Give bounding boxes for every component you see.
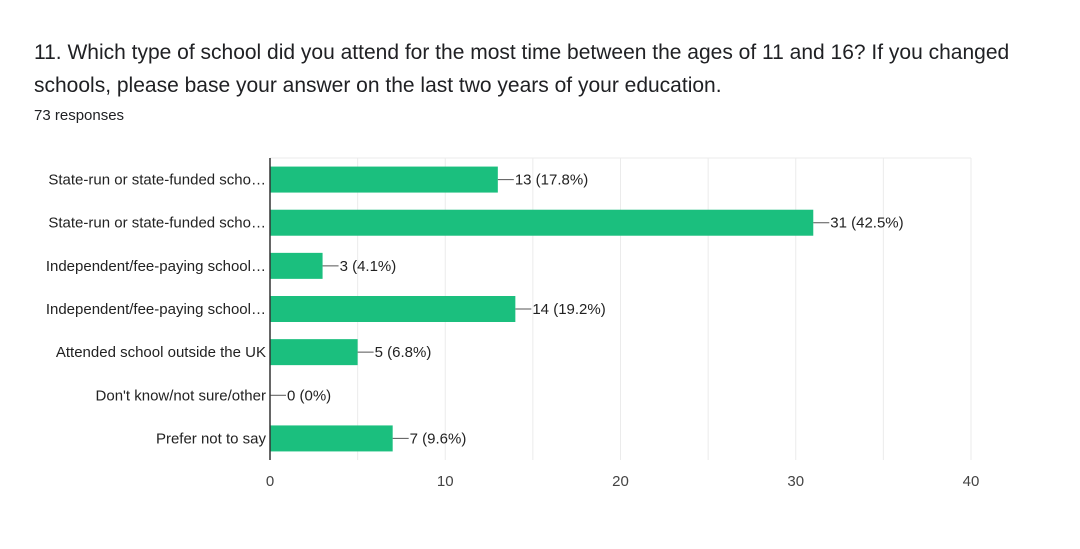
category-label-2: Independent/fee-paying school… xyxy=(46,258,266,275)
category-label-4: Attended school outside the UK xyxy=(56,344,266,361)
response-count: 73 responses xyxy=(34,107,125,124)
x-tick-label-2: 20 xyxy=(612,473,629,490)
data-label-2: 3 (4.1%) xyxy=(340,258,397,275)
data-label-0: 13 (17.8%) xyxy=(515,172,588,189)
category-label-0: State-run or state-funded scho… xyxy=(48,172,266,189)
category-label-6: Prefer not to say xyxy=(156,430,267,447)
x-tick-label-1: 10 xyxy=(437,473,454,490)
data-label-4: 5 (6.8%) xyxy=(375,344,432,361)
data-label-5: 0 (0%) xyxy=(287,387,331,404)
question-title: 11. Which type of school did you attend … xyxy=(34,41,1010,97)
category-label-5: Don't know/not sure/other xyxy=(96,387,266,404)
category-label-3: Independent/fee-paying school… xyxy=(46,301,266,318)
category-label-1: State-run or state-funded scho… xyxy=(48,215,266,232)
bar-1 xyxy=(270,209,814,236)
bar-4 xyxy=(270,339,358,366)
x-tick-label-3: 30 xyxy=(787,473,804,490)
data-label-6: 7 (9.6%) xyxy=(410,430,467,447)
data-label-1: 31 (42.5%) xyxy=(830,215,903,232)
bar-6 xyxy=(270,425,393,452)
x-tick-label-0: 0 xyxy=(266,473,274,490)
bar-2 xyxy=(270,252,323,279)
bar-0 xyxy=(270,166,498,193)
data-label-3: 14 (19.2%) xyxy=(532,301,605,318)
bar-3 xyxy=(270,296,516,322)
x-tick-label-4: 40 xyxy=(963,473,980,490)
